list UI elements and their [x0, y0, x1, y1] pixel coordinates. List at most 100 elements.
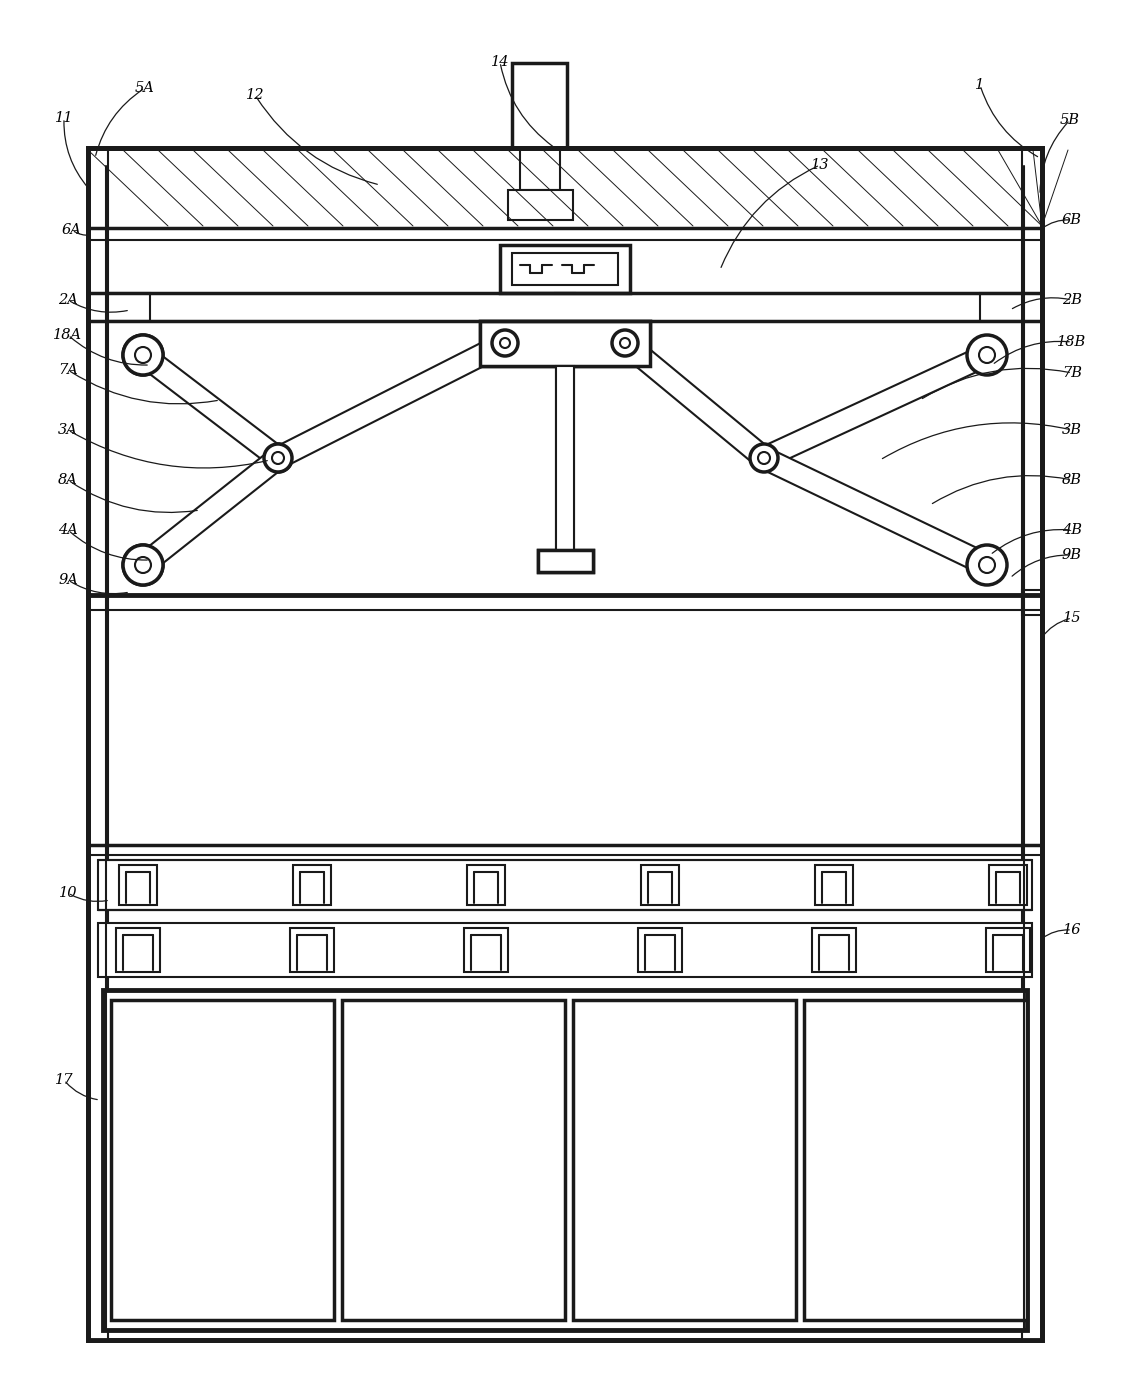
Bar [290, 927, 334, 971]
Text: 2A: 2A [58, 293, 78, 306]
Bar [812, 927, 857, 971]
Circle shape [123, 545, 163, 585]
Bar [512, 253, 618, 284]
Circle shape [134, 556, 151, 573]
Circle shape [264, 444, 292, 473]
Circle shape [758, 452, 770, 464]
Bar [538, 550, 593, 572]
Text: 8A: 8A [58, 473, 78, 486]
Polygon shape [759, 448, 992, 574]
Circle shape [264, 444, 292, 473]
Text: 9A: 9A [58, 573, 78, 587]
Circle shape [123, 545, 163, 585]
Bar [520, 148, 560, 190]
Bar [119, 866, 157, 905]
Circle shape [134, 556, 151, 573]
Circle shape [492, 330, 518, 356]
Bar [805, 1000, 1027, 1320]
Bar [508, 190, 573, 220]
Bar [986, 927, 1031, 971]
Circle shape [612, 330, 638, 356]
Bar [108, 293, 150, 322]
Bar [293, 866, 331, 905]
Text: 5A: 5A [136, 81, 155, 95]
Text: 7B: 7B [1062, 365, 1083, 381]
Bar [480, 322, 650, 365]
Text: 4B: 4B [1062, 523, 1083, 537]
Circle shape [620, 338, 631, 348]
Bar [103, 991, 1027, 1330]
Circle shape [979, 556, 996, 573]
Text: 15: 15 [1062, 611, 1081, 625]
Circle shape [134, 348, 151, 363]
Bar [116, 927, 160, 971]
Bar [98, 860, 1032, 910]
Text: 17: 17 [54, 1073, 73, 1087]
Bar [641, 866, 679, 905]
Bar [980, 293, 1022, 322]
Bar [538, 550, 593, 572]
Bar [111, 1000, 334, 1320]
Circle shape [620, 338, 631, 348]
Text: 18B: 18B [1058, 335, 1087, 349]
Circle shape [134, 348, 151, 363]
Text: 11: 11 [54, 111, 73, 125]
Circle shape [979, 348, 996, 363]
Bar [88, 148, 108, 1340]
Text: 18A: 18A [53, 328, 82, 342]
Polygon shape [759, 345, 992, 469]
Text: 3A: 3A [58, 423, 78, 437]
Text: 16: 16 [1062, 923, 1081, 937]
Text: 6A: 6A [62, 223, 82, 236]
Circle shape [492, 330, 518, 356]
Text: 7A: 7A [58, 363, 78, 376]
Bar [556, 365, 574, 550]
Polygon shape [137, 346, 285, 467]
Circle shape [272, 452, 284, 464]
Bar [480, 322, 650, 365]
Circle shape [499, 338, 510, 348]
Text: 8B: 8B [1062, 473, 1083, 486]
Circle shape [750, 444, 777, 473]
Text: 10: 10 [59, 886, 77, 900]
Bar [556, 365, 574, 550]
Bar [342, 1000, 565, 1320]
Circle shape [123, 335, 163, 375]
Bar [499, 245, 631, 293]
Polygon shape [273, 333, 510, 467]
Circle shape [620, 338, 631, 348]
Circle shape [612, 330, 638, 356]
Text: 1: 1 [975, 78, 984, 92]
Bar [88, 148, 1042, 1340]
Text: 14: 14 [490, 55, 510, 69]
Text: 13: 13 [810, 158, 829, 172]
Bar [638, 927, 683, 971]
Bar [464, 927, 508, 971]
Polygon shape [137, 449, 285, 573]
Text: 12: 12 [245, 88, 264, 102]
Polygon shape [618, 334, 771, 467]
Circle shape [499, 338, 510, 348]
Text: 3B: 3B [1062, 423, 1083, 437]
Bar [989, 866, 1027, 905]
Text: 4A: 4A [58, 523, 78, 537]
Circle shape [967, 545, 1007, 585]
Bar [98, 923, 1032, 977]
Text: 9B: 9B [1062, 548, 1083, 562]
Bar [1022, 589, 1042, 616]
Circle shape [272, 452, 284, 464]
Circle shape [612, 330, 638, 356]
Bar [88, 148, 1042, 1340]
Circle shape [499, 338, 510, 348]
Text: 5B: 5B [1060, 113, 1080, 126]
Bar [1022, 148, 1042, 1340]
Text: 6B: 6B [1062, 213, 1083, 227]
Circle shape [123, 335, 163, 375]
Bar [573, 1000, 796, 1320]
Bar [512, 63, 567, 148]
Text: 2B: 2B [1062, 293, 1083, 306]
Bar [467, 866, 505, 905]
Bar [815, 866, 853, 905]
Circle shape [492, 330, 518, 356]
Circle shape [967, 335, 1007, 375]
